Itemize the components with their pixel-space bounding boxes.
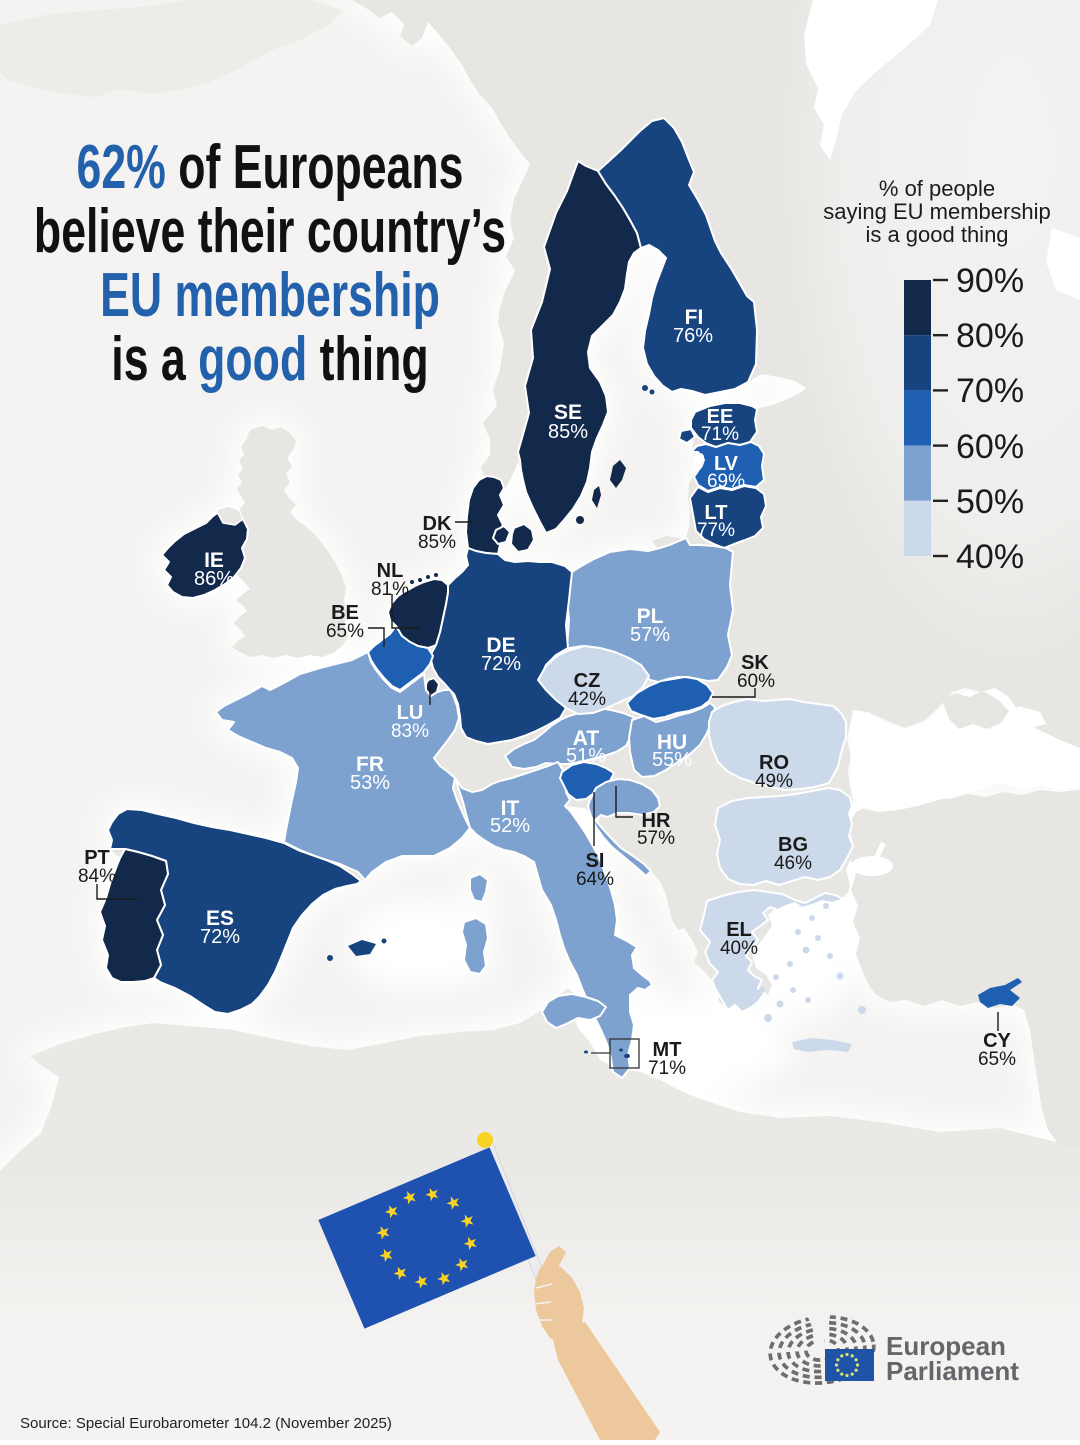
- svg-text:65%: 65%: [978, 1049, 1016, 1070]
- svg-text:BE: BE: [331, 602, 359, 624]
- svg-text:HU: HU: [657, 731, 687, 754]
- svg-text:FR: FR: [356, 753, 384, 776]
- svg-text:CZ: CZ: [574, 670, 601, 692]
- svg-text:80%: 80%: [956, 317, 1024, 355]
- svg-text:LU: LU: [397, 702, 424, 724]
- svg-text:70%: 70%: [956, 372, 1024, 410]
- svg-text:EE: EE: [707, 406, 734, 428]
- svg-text:64%: 64%: [576, 869, 614, 890]
- svg-text:IT: IT: [501, 797, 520, 820]
- svg-text:51%: 51%: [566, 745, 606, 767]
- svg-text:69%: 69%: [707, 471, 745, 492]
- svg-text:Source: Special Eurobarometer: Source: Special Eurobarometer 104.2 (Nov…: [20, 1415, 392, 1432]
- svg-text:76%: 76%: [673, 325, 713, 347]
- svg-text:60%: 60%: [737, 671, 775, 692]
- svg-text:85%: 85%: [418, 532, 456, 553]
- svg-text:HR: HR: [642, 810, 671, 832]
- svg-text:European: European: [886, 1331, 1006, 1361]
- svg-text:50%: 50%: [956, 483, 1024, 521]
- svg-text:49%: 49%: [755, 771, 793, 792]
- svg-text:90%: 90%: [956, 262, 1024, 300]
- svg-text:PT: PT: [84, 847, 110, 869]
- svg-text:42%: 42%: [568, 689, 606, 710]
- svg-text:62% of Europeans: 62% of Europeans: [77, 133, 464, 202]
- svg-text:saying EU membership: saying EU membership: [823, 199, 1050, 224]
- svg-text:LT: LT: [705, 502, 728, 524]
- svg-text:LV: LV: [714, 453, 739, 475]
- svg-text:RO: RO: [759, 752, 789, 774]
- svg-text:40%: 40%: [956, 538, 1024, 576]
- svg-text:40%: 40%: [720, 938, 758, 959]
- svg-text:72%: 72%: [200, 926, 240, 948]
- svg-text:BG: BG: [778, 834, 808, 856]
- svg-text:57%: 57%: [637, 828, 675, 849]
- svg-text:85%: 85%: [548, 421, 588, 443]
- svg-text:83%: 83%: [391, 721, 429, 742]
- svg-text:52%: 52%: [490, 815, 530, 837]
- svg-text:AT: AT: [573, 727, 600, 750]
- svg-text:CY: CY: [983, 1030, 1011, 1052]
- svg-text:PL: PL: [637, 605, 664, 628]
- svg-text:60%: 60%: [956, 428, 1024, 466]
- svg-text:Parliament: Parliament: [886, 1356, 1019, 1386]
- svg-text:72%: 72%: [481, 653, 521, 675]
- svg-text:SK: SK: [741, 652, 769, 674]
- svg-text:is a good thing: is a good thing: [111, 325, 428, 394]
- svg-text:57%: 57%: [630, 624, 670, 646]
- svg-text:believe their country’s: believe their country’s: [34, 197, 506, 266]
- svg-text:55%: 55%: [652, 749, 692, 771]
- svg-text:is a good thing: is a good thing: [865, 222, 1008, 247]
- svg-text:46%: 46%: [774, 853, 812, 874]
- svg-text:% of people: % of people: [879, 176, 995, 201]
- svg-text:IE: IE: [204, 549, 224, 572]
- svg-text:SE: SE: [554, 401, 582, 424]
- svg-text:86%: 86%: [194, 568, 234, 590]
- svg-text:MT: MT: [653, 1039, 682, 1061]
- svg-text:DE: DE: [486, 634, 515, 657]
- svg-text:84%: 84%: [78, 866, 116, 887]
- svg-text:ES: ES: [206, 907, 234, 930]
- svg-text:77%: 77%: [697, 520, 735, 541]
- svg-text:SI: SI: [586, 850, 605, 872]
- svg-text:81%: 81%: [371, 579, 409, 600]
- svg-text:NL: NL: [377, 560, 404, 582]
- svg-text:EL: EL: [726, 919, 752, 941]
- svg-text:53%: 53%: [350, 772, 390, 794]
- svg-text:65%: 65%: [326, 621, 364, 642]
- svg-text:FI: FI: [685, 306, 704, 329]
- svg-text:EU membership: EU membership: [100, 261, 440, 330]
- svg-text:71%: 71%: [701, 424, 739, 445]
- svg-text:71%: 71%: [648, 1058, 686, 1079]
- svg-text:DK: DK: [423, 513, 452, 535]
